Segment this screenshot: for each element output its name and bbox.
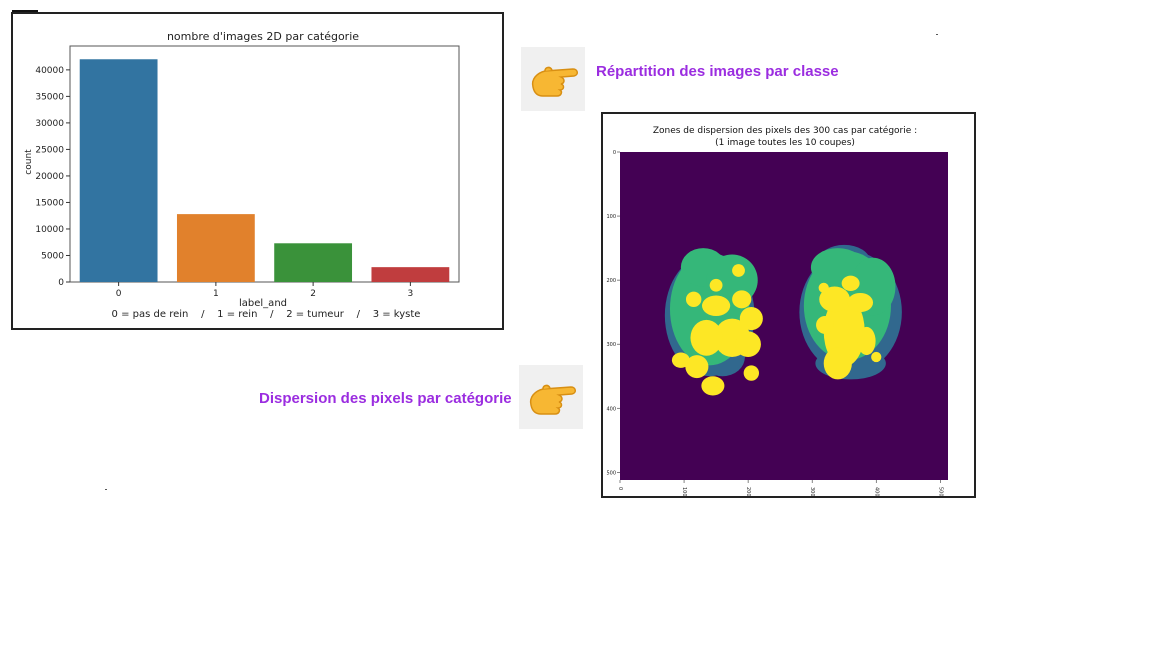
corner-mark	[12, 10, 38, 12]
y-tick-label: 0	[58, 278, 64, 288]
heatmap-x-tick-label: 400	[873, 487, 879, 496]
zone-category-3	[702, 295, 731, 316]
heatmap-y-tick-label: 300	[606, 342, 616, 348]
y-tick-label: 30000	[35, 119, 64, 129]
x-tick-label: 1	[213, 289, 219, 299]
x-tick-label: 3	[408, 289, 414, 299]
y-tick-label: 5000	[41, 251, 64, 261]
zone-category-3	[690, 319, 723, 356]
heatmap-y-tick-label: 0	[613, 150, 616, 156]
zone-category-3	[732, 264, 745, 277]
bar-chart-ylabel: count	[24, 149, 34, 175]
stray-dot	[105, 489, 107, 490]
zone-category-3	[816, 316, 834, 334]
bar-3	[371, 267, 450, 282]
zone-category-3	[818, 282, 829, 293]
zone-category-3	[823, 347, 852, 380]
pointing-hand-right-icon	[519, 365, 583, 429]
heatmap-y-tick-label: 400	[606, 406, 616, 412]
zone-category-3	[671, 352, 690, 368]
bar-0	[79, 59, 158, 283]
zone-category-3	[739, 307, 763, 331]
y-tick-label: 20000	[35, 172, 64, 182]
bar-1	[176, 214, 255, 282]
bar-chart-xlabel: label_and	[239, 298, 287, 309]
heatmap-x-tick-label: 200	[745, 487, 751, 496]
x-tick-label: 2	[310, 289, 316, 299]
heatmap-title-line1: Zones de dispersion des pixels des 300 c…	[653, 125, 917, 136]
y-tick-label: 35000	[35, 92, 64, 102]
heatmap-y-tick-label: 500	[606, 470, 616, 476]
zone-category-3	[685, 291, 702, 308]
pointing-hand-right-icon	[521, 47, 585, 111]
zone-category-3	[841, 275, 860, 292]
heatmap-x-tick-label: 300	[809, 487, 815, 496]
bar-chart: nombre d'images 2D par catégorie count l…	[24, 30, 460, 320]
y-tick-label: 25000	[35, 145, 64, 155]
bar-chart-caption: 0 = pas de rein / 1 = rein / 2 = tumeur …	[112, 309, 421, 320]
zone-category-3	[709, 278, 723, 292]
zone-category-3	[701, 376, 725, 396]
y-tick-label: 15000	[35, 198, 64, 208]
heatmap-title-line2: (1 image toutes les 10 coupes)	[715, 138, 855, 148]
heatmap-chart: Zones de dispersion des pixels des 300 c…	[606, 125, 948, 497]
heatmap-panel: Zones de dispersion des pixels des 300 c…	[601, 112, 976, 498]
bar-chart-title: nombre d'images 2D par catégorie	[167, 30, 359, 43]
heatmap-y-tick-label: 200	[606, 278, 616, 284]
zone-category-3	[857, 326, 876, 356]
zone-category-3	[685, 355, 709, 379]
zone-category-3	[732, 290, 752, 309]
heatmap-x-tick-label: 0	[617, 487, 623, 490]
zone-category-3	[847, 292, 874, 313]
zone-category-3	[819, 286, 850, 313]
zone-category-3	[743, 365, 760, 381]
heatmap-x-tick-label: 100	[681, 487, 687, 496]
bar-plot-frame	[69, 45, 460, 283]
zone-category-3	[735, 331, 761, 357]
callout-repartition: Répartition des images par classe	[596, 63, 839, 80]
y-tick-label: 10000	[35, 225, 64, 235]
stray-dot	[936, 34, 938, 35]
bar-chart-panel: nombre d'images 2D par catégorie count l…	[11, 12, 504, 330]
callout-dispersion: Dispersion des pixels par catégorie	[259, 390, 512, 407]
heatmap-x-tick-label: 500	[937, 487, 943, 496]
x-tick-label: 0	[116, 289, 122, 299]
zone-category-3	[871, 351, 882, 363]
bar-2	[274, 243, 353, 282]
y-tick-label: 40000	[35, 66, 64, 76]
heatmap-y-tick-label: 100	[606, 214, 616, 220]
